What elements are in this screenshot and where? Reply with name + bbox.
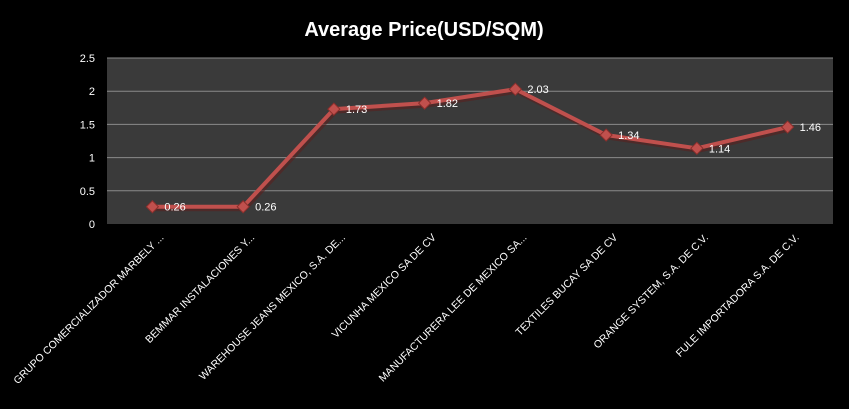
data-point-marker [417, 96, 432, 110]
data-label: 2.03 [527, 84, 548, 96]
data-point-marker [327, 102, 341, 116]
y-tick-label: 0 [89, 219, 95, 231]
gridlines [107, 57, 833, 192]
series-layer [152, 87, 790, 212]
y-tick-label: 0.5 [80, 186, 95, 198]
chart-title: Average Price(USD/SQM) [304, 19, 543, 41]
data-label: 1.34 [618, 130, 639, 142]
data-label: 1.82 [437, 98, 458, 110]
data-point-marker [236, 200, 250, 214]
data-label: 1.73 [346, 104, 367, 116]
data-label: 0.26 [255, 202, 276, 214]
y-tick-label: 2.5 [80, 53, 95, 65]
data-label: 1.14 [709, 143, 730, 155]
data-label: 1.46 [800, 122, 821, 134]
data-point-marker [780, 120, 795, 134]
y-tick-label: 1 [89, 153, 95, 165]
data-point-marker [508, 82, 523, 96]
series-line [152, 87, 789, 209]
data-point-marker [690, 141, 704, 156]
marker-layer [145, 82, 795, 214]
y-tick-label: 1.5 [80, 119, 95, 131]
plot-area [107, 58, 833, 224]
y-tick-label: 2 [89, 86, 95, 98]
data-label: 0.26 [164, 202, 185, 214]
data-point-marker [145, 200, 160, 214]
data-label-layer: 0.26 0.26 1.73 1.82 2.03 1.34 1.14 1.46 [164, 84, 821, 214]
data-point-marker [599, 128, 613, 142]
y-axis-ticks: 0 0.5 1 1.5 2 2.5 [80, 53, 95, 231]
